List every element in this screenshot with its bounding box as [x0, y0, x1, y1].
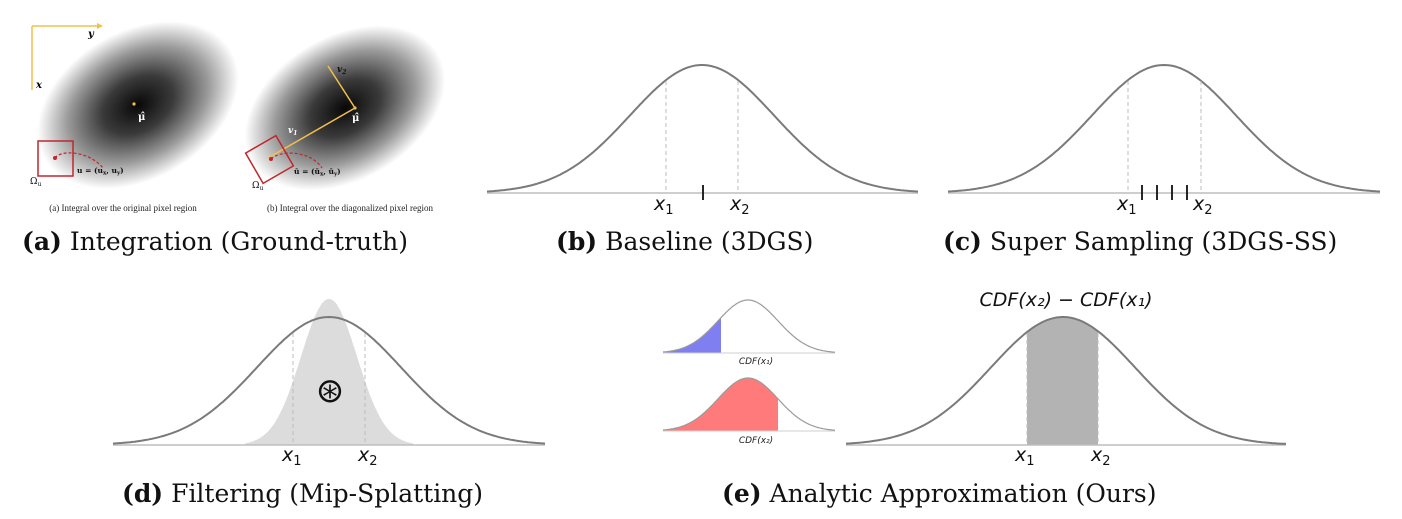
x2-label-e: x2	[1090, 444, 1111, 469]
panel-e: CDF(x₁) CDF(x₂) CDF(x₂) − CDF(x₁) x1 x2 …	[662, 289, 1287, 508]
x1-label-e: x1	[1014, 444, 1035, 469]
gaussian-curve-c	[947, 63, 1381, 193]
mu-label-right: μ̂	[352, 113, 359, 124]
cdf1-area	[663, 317, 721, 353]
axis-x-label: x	[35, 80, 43, 91]
caption-d: (d) Filtering (Mip-Splatting)	[122, 479, 483, 508]
u-label-right: ū = (ūx, ūy)	[294, 167, 341, 178]
filter-kernel-d	[245, 299, 413, 445]
panel-a: y x μ̂ u = (ux, uy) Ωu (a) Integral over…	[22, 21, 446, 256]
cdf1-plot: CDF(x₁)	[662, 299, 836, 367]
cdf2-plot: CDF(x₂)	[662, 377, 836, 446]
v2-axis	[327, 65, 356, 109]
y-axis-arrowhead	[97, 23, 103, 29]
gaussian-blob-right	[244, 25, 446, 191]
v1-axis	[267, 107, 356, 159]
caption-e: (e) Analytic Approximation (Ours)	[722, 479, 1157, 508]
mu-point-left	[132, 102, 136, 106]
v2-label: v2	[337, 65, 346, 76]
panel-b: x1 x2 (b) Baseline (3DGS)	[486, 64, 919, 256]
cdf2-curve	[662, 377, 836, 431]
x2-label-b: x2	[729, 193, 750, 218]
convolution-symbol: ⊛	[316, 371, 345, 411]
cdf2-area	[663, 378, 778, 431]
gaussian-curve-e	[845, 316, 1287, 445]
panel-d: ⊛ x1 x2 (d) Filtering (Mip-Splatting)	[112, 299, 546, 508]
panel-c: x1 x2 (c) Super Sampling (3DGS-SS)	[943, 63, 1381, 256]
pixel-box-right	[244, 134, 295, 185]
caption-c: (c) Super Sampling (3DGS-SS)	[943, 227, 1337, 256]
u-label-left: u = (ux, uy)	[77, 166, 124, 177]
cdf1-label: CDF(x₁)	[739, 357, 773, 367]
x2-label-c: x2	[1192, 193, 1213, 218]
gaussian-curve-d	[112, 315, 546, 445]
x2-label-d: x2	[357, 444, 378, 469]
cdf1-curve	[662, 299, 836, 353]
x1-label-d: x1	[281, 444, 302, 469]
subcaption-a-right: (b) Integral over the diagonalized pixel…	[267, 203, 433, 213]
mu-label-left: μ̂	[138, 112, 145, 123]
omega-label-left: Ωu	[30, 177, 41, 188]
caption-b: (b) Baseline (3DGS)	[556, 227, 813, 256]
pixel-arrow-right	[270, 152, 323, 169]
integral-area-e	[1027, 317, 1098, 445]
cdf2-label: CDF(x₂)	[739, 436, 773, 446]
gaussian-blob-left	[37, 21, 239, 189]
axis-y-label: y	[87, 29, 95, 40]
mu-point-right	[353, 106, 357, 110]
cdf-difference-formula: CDF(x₂) − CDF(x₁)	[979, 289, 1152, 311]
omega-label-right: Ωu	[252, 181, 263, 192]
v1-label: v1	[288, 126, 297, 137]
caption-a: (a) Integration (Ground-truth)	[22, 227, 408, 256]
x1-label-c: x1	[1116, 193, 1137, 218]
panel-a-left: y x μ̂ u = (ux, uy) Ωu (a) Integral over…	[30, 21, 239, 213]
x1-label-b: x1	[653, 193, 674, 218]
panel-a-right: v2 v1 μ̂ ū = (ūx, ūy) Ωu (b) Integral ov…	[244, 25, 446, 213]
subcaption-a-left: (a) Integral over the original pixel reg…	[49, 203, 197, 213]
pixel-arrow-left	[54, 152, 104, 169]
gaussian-curve-b	[486, 64, 919, 193]
pixel-box-left	[37, 140, 74, 177]
